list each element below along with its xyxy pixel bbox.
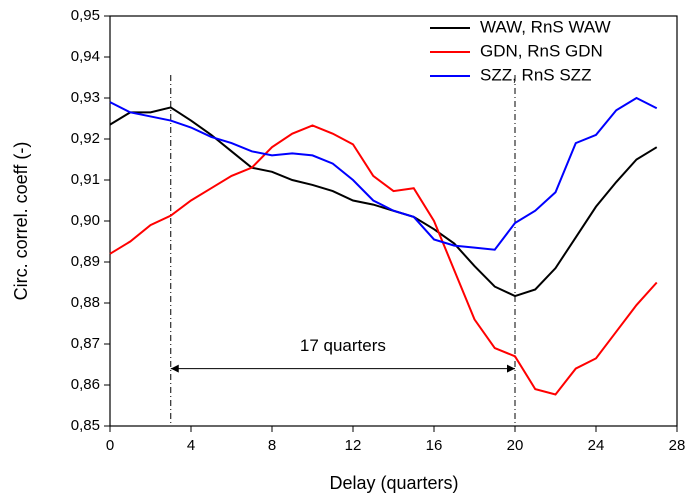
series-line	[109, 96, 658, 251]
y-axis-label: Circ. correl. coeff (-)	[11, 142, 31, 301]
y-tick-label: 0,85	[71, 417, 100, 434]
x-tick-label: 20	[507, 437, 524, 454]
x-tick-label: 0	[106, 437, 114, 454]
x-tick-label: 16	[426, 437, 443, 454]
y-tick-label: 0,95	[71, 7, 100, 24]
y-tick-label: 0,94	[71, 48, 100, 65]
x-tick-label: 24	[588, 437, 605, 454]
legend-label: WAW, RnS WAW	[480, 17, 611, 36]
x-tick-label: 4	[187, 437, 195, 454]
x-tick-label: 12	[345, 437, 362, 454]
x-axis-label: Delay (quarters)	[329, 473, 458, 493]
x-tick-label: 28	[669, 437, 686, 454]
annotation-text: 17 quarters	[300, 336, 386, 355]
legend-label: GDN, RnS GDN	[480, 41, 603, 60]
y-tick-label: 0,90	[71, 212, 100, 229]
y-tick-label: 0,91	[71, 171, 100, 188]
legend-label: SZZ, RnS SZZ	[480, 65, 591, 84]
y-tick-label: 0,86	[71, 376, 100, 393]
y-tick-label: 0,87	[71, 335, 100, 352]
y-tick-label: 0,92	[71, 130, 100, 147]
y-tick-label: 0,89	[71, 253, 100, 270]
series-line	[109, 124, 658, 396]
y-tick-label: 0,88	[71, 294, 100, 311]
y-tick-label: 0,93	[71, 89, 100, 106]
plot-frame	[109, 15, 678, 427]
x-tick-label: 8	[268, 437, 276, 454]
series-line	[109, 106, 658, 298]
